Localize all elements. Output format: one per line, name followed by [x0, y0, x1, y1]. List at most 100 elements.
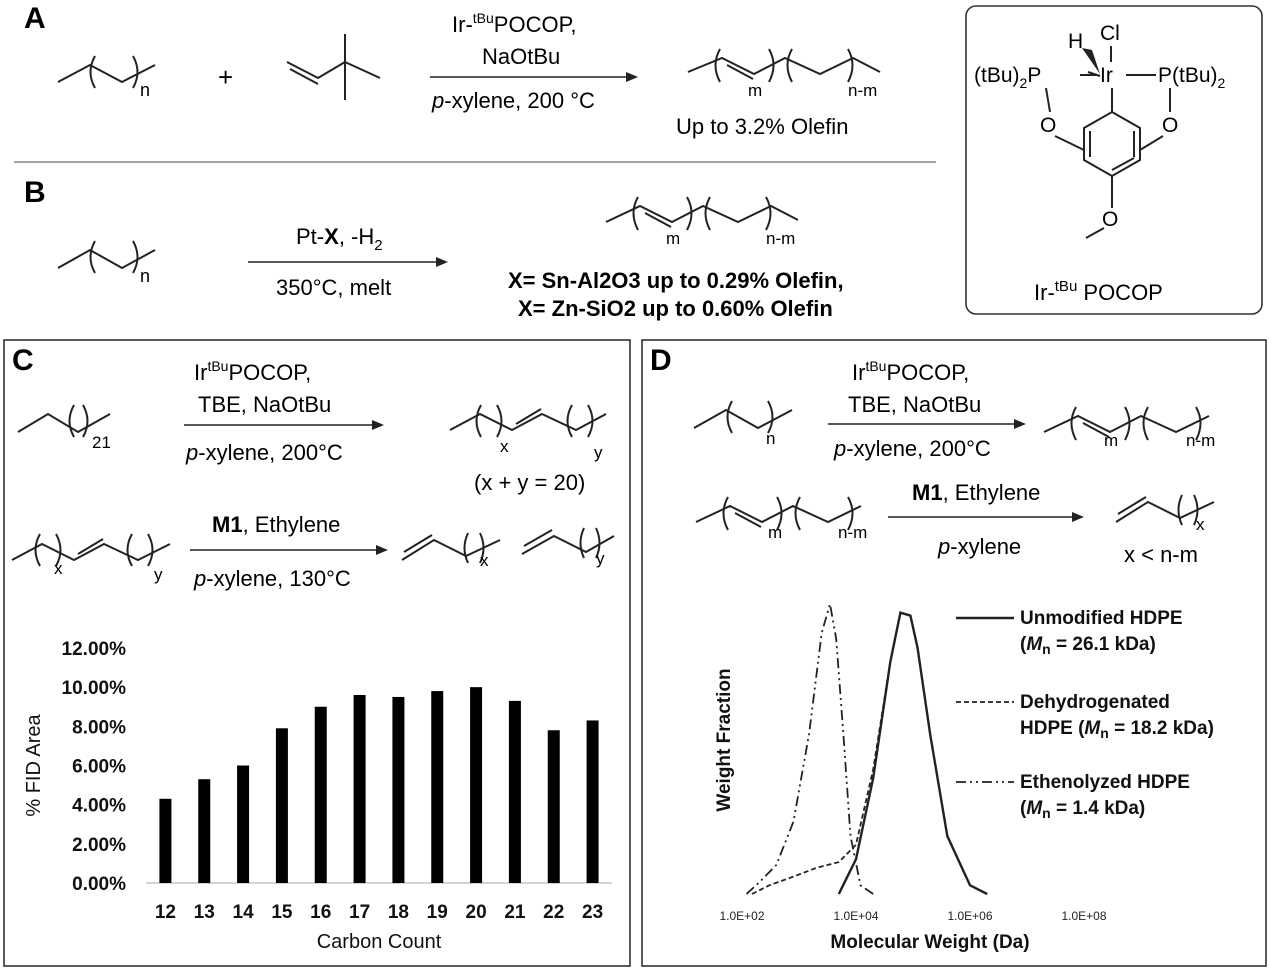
panel-c-docosane-sub: 21: [92, 433, 111, 452]
panel-b-catalyst: Pt-X, -H2: [296, 224, 383, 254]
panel-d-r1-reagents: TBE, NaOtBu: [848, 392, 981, 417]
panel-d-r2-x: x: [1196, 515, 1205, 534]
bar-chart-bar: [431, 691, 444, 883]
panel-b-conditions: 350°C, melt: [276, 275, 391, 300]
panel-a-catalyst: Ir-tBuPOCOP,: [452, 10, 577, 37]
bar-chart-y-tick-label: 12.00%: [62, 639, 127, 660]
panel-c-r1-note: (x + y = 20): [474, 470, 585, 495]
panel-b: B n Pt-X, -H2 350°C, melt m n-m X= Sn-Al…: [24, 176, 844, 321]
complex-methoxy-oxygen: O: [1102, 208, 1118, 231]
panel-d-r2-arrowhead: [1072, 512, 1084, 522]
panel-a-reactant-n: n: [140, 80, 150, 100]
bar-chart-y-tick-label: 0.00%: [72, 874, 126, 895]
molecular-weight-chart: 1.0E+02 1.0E+04 1.0E+06 1.0E+08 Molecular We…: [714, 603, 1214, 953]
bar-chart-x-tick-label: 19: [427, 902, 448, 923]
complex-wedge-bond: [1082, 48, 1100, 74]
panel-a-product-nm: n-m: [848, 81, 877, 100]
bar-chart-y-tick-label: 6.00%: [72, 757, 126, 778]
panel-c-r2-product-y-sub: y: [596, 549, 605, 568]
bar-chart-x-tick-label: 22: [543, 902, 564, 923]
panel-c-r1-x: x: [500, 437, 509, 456]
bar-chart-y-tick-label: 4.00%: [72, 796, 126, 817]
panel-a: A n + Ir-tBuPOCOP, NaOtBu p-xylene, 200 …: [24, 2, 881, 139]
panel-c-r1-solvent: p-xylene, 200°C: [185, 440, 343, 465]
bar-chart-x-axis-label: Carbon Count: [317, 931, 442, 953]
panel-d-r1-arrowhead: [1014, 419, 1026, 429]
complex-left-phosphine: (tBu)2P: [974, 64, 1041, 91]
panel-c-letter: C: [12, 344, 34, 377]
mw-chart-y-axis-label: Weight Fraction: [714, 668, 735, 811]
mw-chart-series-line: [751, 611, 988, 895]
panel-d-r2-reactant: [695, 496, 862, 531]
bar-chart-x-tick-label: 13: [194, 902, 215, 923]
bar-chart-y-tick-label: 10.00%: [62, 678, 127, 699]
panel-b-product-m: m: [666, 229, 680, 248]
mw-chart-x-axis-label: Molecular Weight (Da): [830, 932, 1029, 953]
mw-chart-x-tick-label: 1.0E+06: [947, 909, 992, 923]
complex-chloride: Cl: [1100, 22, 1120, 45]
panel-b-olefin-product: [605, 196, 799, 231]
panel-d-r2-product: [1115, 494, 1215, 526]
panel-c-r2-product-x: [401, 532, 501, 564]
mw-chart-series-line: [745, 603, 874, 895]
panel-c-r1-product: [449, 404, 607, 438]
panel-a-base: NaOtBu: [482, 44, 560, 69]
panel-b-arrowhead: [436, 257, 448, 267]
panel-d-r2-note: x < n-m: [1124, 542, 1198, 567]
carbon-count-bar-chart: 0.00% 2.00% 4.00% 6.00% 8.00% 10.00% 12.00% % F…: [23, 639, 612, 953]
complex-hydride-h: H: [1068, 30, 1083, 53]
complex-right-oxygen: O: [1162, 114, 1178, 137]
bar-chart-x-tick-label: 15: [271, 902, 293, 923]
panel-c-r2-catalyst: M1, Ethylene: [212, 512, 340, 537]
panel-a-yield: Up to 3.2% Olefin: [676, 114, 848, 139]
panel-a-letter: A: [24, 2, 46, 35]
mw-chart-legend-detail: (Mn = 1.4 kDa): [1020, 798, 1145, 821]
bar-chart-bar: [353, 695, 366, 883]
panel-c-r1-y: y: [594, 443, 603, 462]
panel-a-arrowhead: [626, 72, 638, 82]
bar-chart-y-tick-label: 8.00%: [72, 717, 126, 738]
bar-chart-x-tick-label: 12: [155, 902, 176, 923]
bar-chart-x-tick-label: 18: [388, 902, 409, 923]
panel-c-r2-x: x: [54, 559, 63, 578]
panel-d-r1-catalyst: IrtBuPOCOP,: [852, 358, 969, 385]
bar-chart-bar: [275, 728, 288, 883]
bar-chart-bar: [470, 687, 483, 883]
panel-c-r2-product-x-sub: x: [480, 551, 489, 570]
mw-chart-x-tick-label: 1.0E+04: [833, 909, 878, 923]
panel-a-alkane-reactant: [57, 55, 156, 89]
panel-c-r2-arrowhead: [376, 545, 388, 555]
panel-d-r1-m: m: [1104, 431, 1118, 450]
mw-chart-series-line: [837, 611, 988, 896]
bar-chart-x-tick-label: 16: [310, 902, 331, 923]
complex-frame: [965, 5, 1263, 315]
panel-b-yield-zn: X= Zn-SiO2 up to 0.60% Olefin: [518, 296, 833, 321]
panel-d-r1-solvent: p-xylene, 200°C: [833, 436, 991, 461]
panel-c-docosane: [17, 404, 111, 438]
panel-b-product-nm: n-m: [766, 229, 795, 248]
panel-d-r1-n: n: [766, 429, 775, 448]
complex-caption: Ir-tBu POCOP: [1034, 278, 1163, 305]
bar-chart-x-tick-label: 14: [233, 902, 255, 923]
panel-b-yield-sn: X= Sn-Al2O3 up to 0.29% Olefin,: [508, 268, 844, 293]
complex-bonds: [1045, 46, 1171, 239]
panel-d: D n IrtBuPOCOP, TBE, NaOtBu p-xylene, 20…: [641, 339, 1267, 967]
mw-chart-legend-detail: (Mn = 26.1 kDa): [1020, 634, 1156, 657]
panel-b-alkane-reactant: [57, 240, 156, 274]
panel-c-r1-reagents: TBE, NaOtBu: [198, 392, 331, 417]
panel-d-frame: [641, 339, 1267, 967]
bar-chart-bar: [159, 798, 172, 883]
mw-chart-x-tick-label: 1.0E+02: [719, 909, 764, 923]
panel-b-letter: B: [24, 176, 46, 209]
panel-c-r2-product-y: [521, 527, 615, 559]
mw-chart-legend-detail: HDPE (Mn = 18.2 kDa): [1020, 718, 1214, 741]
bar-chart-bar: [237, 765, 250, 883]
panel-c-frame: [3, 339, 631, 967]
mw-chart-legend-label: Ethenolyzed HDPE: [1020, 772, 1190, 793]
panel-c-r1-arrowhead: [372, 420, 384, 430]
panel-d-letter: D: [650, 344, 672, 377]
panel-c-r2-y: y: [154, 565, 163, 584]
complex-right-phosphine: P(tBu)2: [1158, 64, 1226, 91]
panel-c: C 21 IrtBuPOCOP, TBE, NaOtBu p-xylene, 2…: [3, 339, 631, 967]
